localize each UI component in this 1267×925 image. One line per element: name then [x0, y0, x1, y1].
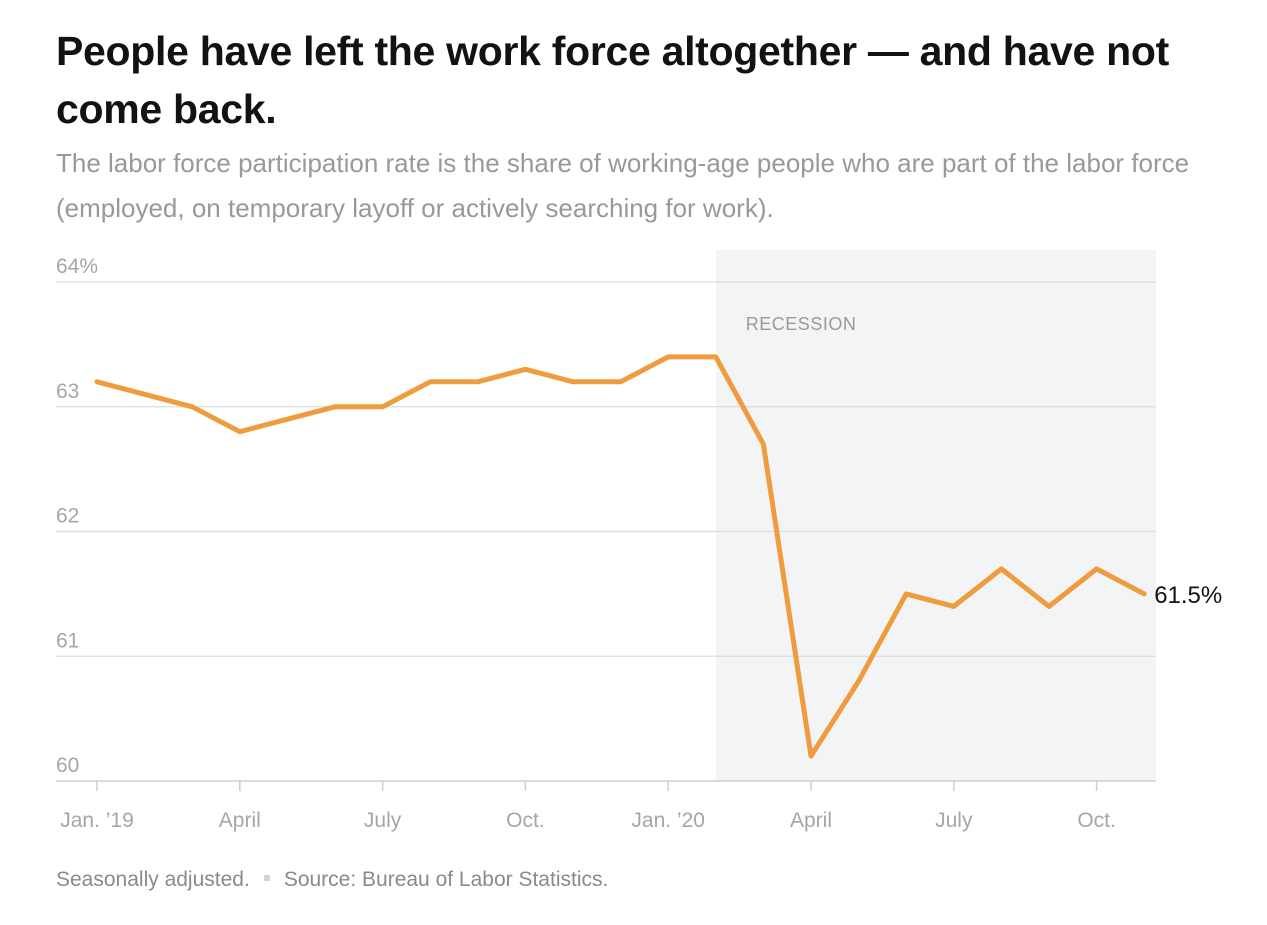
chart-subtitle: The labor force participation rate is th… — [56, 148, 1190, 223]
end-value-label: 61.5% — [1154, 582, 1222, 609]
x-tick-label: April — [219, 809, 261, 832]
x-tick-label: July — [935, 809, 973, 832]
recession-shading-group: RECESSION — [715, 250, 1156, 781]
y-tick-label: 64% — [56, 255, 98, 278]
annotation-group: 61.5% — [1154, 582, 1222, 609]
x-tick-label: July — [364, 809, 402, 832]
y-axis-group: 64% 63 62 61 60 — [56, 255, 98, 777]
x-tick-label: Oct. — [1077, 809, 1116, 832]
gridlines-group — [56, 281, 1156, 782]
footer-note: Seasonally adjusted. — [56, 868, 250, 891]
recession-shading — [715, 250, 1156, 781]
y-tick-label: 61 — [56, 629, 79, 652]
y-tick-label: 62 — [56, 505, 79, 528]
chart-title: People have left the work force altogeth… — [56, 28, 1169, 132]
y-tick-label: 60 — [56, 754, 79, 777]
x-axis-group: Jan. ’19 April July Oct. Jan. ’20 April July Oc… — [60, 781, 1116, 832]
x-tick-label: Oct. — [506, 809, 545, 832]
footer-source: Source: Bureau of Labor Statistics. — [283, 868, 609, 891]
recession-label: RECESSION — [746, 314, 857, 334]
footer-separator-icon — [263, 875, 270, 882]
y-tick-label: 63 — [56, 380, 79, 403]
x-tick-label: Jan. ’20 — [631, 809, 705, 832]
x-tick-label: Jan. ’19 — [60, 809, 134, 832]
series-group — [94, 354, 1147, 759]
chart-footer: Seasonally adjusted. Source: Bureau of La… — [56, 868, 608, 892]
x-tick-label: April — [790, 809, 832, 832]
